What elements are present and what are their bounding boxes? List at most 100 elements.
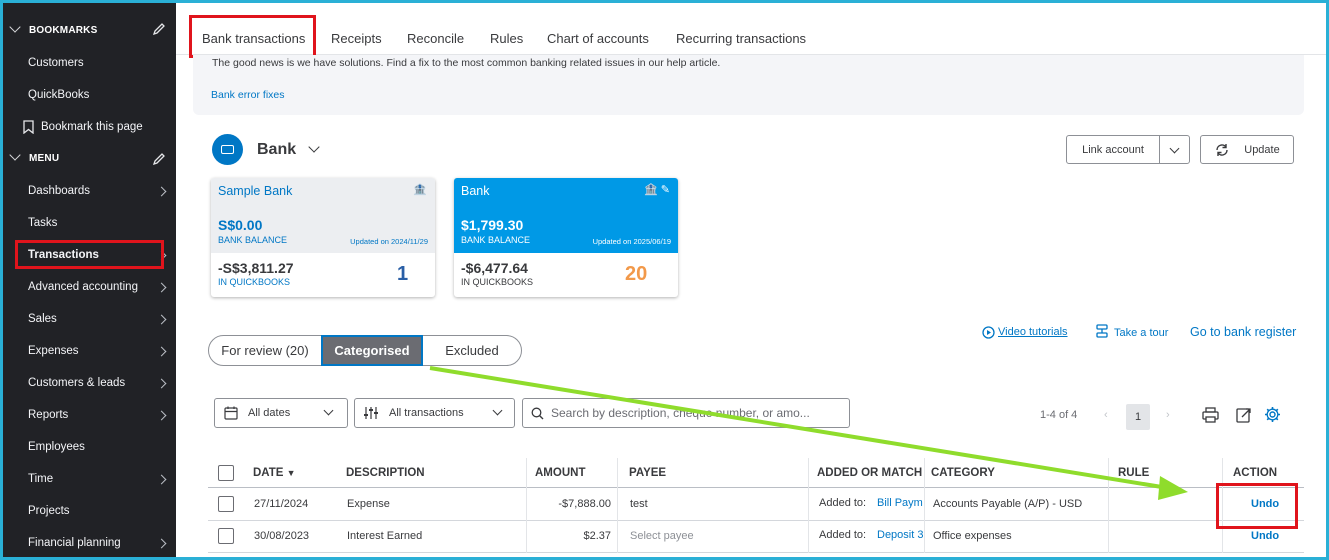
search-icon bbox=[531, 407, 544, 420]
print-icon[interactable] bbox=[1202, 407, 1219, 423]
sidebar-item-label: Expenses bbox=[28, 345, 79, 357]
column-header-category[interactable]: CATEGORY bbox=[931, 467, 995, 479]
link-account-dropdown[interactable] bbox=[1159, 135, 1190, 164]
link-account-label: Link account bbox=[1082, 143, 1144, 156]
tab-reconcile[interactable]: Reconcile bbox=[407, 31, 465, 46]
tab-categorised[interactable]: Categorised bbox=[321, 335, 423, 366]
gear-icon[interactable] bbox=[1264, 406, 1281, 423]
column-header-date[interactable]: DATE ▼ bbox=[253, 467, 296, 479]
select-all-checkbox[interactable] bbox=[218, 465, 234, 481]
sidebar-item-tasks[interactable]: Tasks bbox=[3, 208, 176, 238]
sidebar-item-quickbooks[interactable]: QuickBooks bbox=[3, 80, 176, 110]
bookmarks-header-label: BOOKMARKS bbox=[29, 24, 98, 36]
card-qb-value: -S$3,811.27 bbox=[218, 260, 294, 276]
update-button[interactable]: Update bbox=[1200, 135, 1294, 164]
sidebar-item-expenses[interactable]: Expenses bbox=[3, 336, 176, 366]
sidebar-item-bookmark-this-page[interactable]: Bookmark this page bbox=[3, 112, 176, 142]
row-checkbox[interactable] bbox=[218, 496, 234, 512]
cell-added-prefix: Added to: bbox=[819, 529, 867, 541]
refresh-icon bbox=[1216, 143, 1228, 156]
bookmark-icon bbox=[23, 120, 34, 134]
cell-added-link[interactable]: Bill Payment bbox=[877, 497, 923, 509]
column-header-payee[interactable]: PAYEE bbox=[629, 467, 667, 479]
undo-button[interactable]: Undo bbox=[1251, 498, 1280, 510]
account-card-bank[interactable]: Bank 🏦 ✎ $1,799.30 BANK BALANCE Updated … bbox=[454, 178, 678, 297]
column-header-amount[interactable]: AMOUNT bbox=[535, 467, 586, 479]
sidebar-item-transactions[interactable]: Transactions bbox=[3, 240, 176, 270]
sidebar-item-projects[interactable]: Projects bbox=[3, 496, 176, 526]
sidebar-item-label: Financial planning bbox=[28, 537, 121, 549]
tab-bank-transactions[interactable]: Bank transactions bbox=[202, 31, 306, 46]
banner-message: The good news is we have solutions. Find… bbox=[212, 57, 721, 69]
card-name: Bank bbox=[461, 184, 490, 198]
account-name: Bank bbox=[257, 140, 297, 158]
sidebar-item-advanced-accounting[interactable]: Advanced accounting bbox=[3, 272, 176, 302]
sidebar-item-label: Customers & leads bbox=[28, 377, 126, 389]
sidebar-item-label: Projects bbox=[28, 505, 70, 517]
take-a-tour-link[interactable]: Take a tour bbox=[1114, 327, 1169, 339]
status-segmented-control: For review (20) Categorised Excluded bbox=[208, 335, 522, 366]
sidebar-item-employees[interactable]: Employees bbox=[3, 432, 176, 462]
tab-for-review[interactable]: For review (20) bbox=[221, 343, 309, 358]
column-header-rule[interactable]: RULE bbox=[1118, 467, 1150, 479]
row-divider bbox=[208, 552, 1304, 553]
column-divider bbox=[808, 458, 809, 553]
cell-added-link[interactable]: Deposit 3 bbox=[877, 529, 923, 541]
export-icon[interactable] bbox=[1236, 407, 1252, 423]
column-divider bbox=[1108, 458, 1109, 553]
tab-chart-of-accounts[interactable]: Chart of accounts bbox=[547, 31, 649, 46]
sidebar-item-financial-planning[interactable]: Financial planning bbox=[3, 528, 176, 558]
tab-rules[interactable]: Rules bbox=[490, 31, 524, 46]
table-header-divider bbox=[208, 487, 1304, 488]
play-circle-icon bbox=[982, 326, 995, 339]
pencil-icon[interactable] bbox=[152, 22, 166, 36]
date-filter[interactable]: All dates bbox=[214, 398, 348, 428]
pencil-icon[interactable] bbox=[152, 152, 166, 166]
account-card-sample-bank[interactable]: Sample Bank 🏦 S$0.00 BANK BALANCE Update… bbox=[211, 178, 435, 297]
cell-category: Office expenses bbox=[933, 530, 1012, 542]
transaction-type-filter[interactable]: All transactions bbox=[354, 398, 515, 428]
highlight-box-transactions bbox=[15, 240, 164, 269]
sidebar-item-time[interactable]: Time bbox=[3, 464, 176, 494]
sidebar: BOOKMARKS Customers QuickBooks Bookmark … bbox=[3, 3, 176, 557]
tab-recurring-transactions[interactable]: Recurring transactions bbox=[676, 31, 807, 46]
column-header-added-or-match[interactable]: ADDED OR MATCH bbox=[817, 467, 923, 479]
sidebar-item-label: Time bbox=[28, 473, 54, 485]
column-header-description[interactable]: DESCRIPTION bbox=[346, 467, 425, 479]
tab-receipts[interactable]: Receipts bbox=[331, 31, 382, 46]
bank-building-icon: 🏦 bbox=[413, 184, 427, 196]
bank-card-icon bbox=[212, 134, 243, 165]
cell-amount: -$7,888.00 bbox=[558, 498, 611, 510]
menu-header[interactable]: MENU bbox=[3, 143, 176, 173]
bookmarks-header[interactable]: BOOKMARKS bbox=[3, 15, 176, 45]
current-page[interactable]: 1 bbox=[1126, 404, 1150, 430]
cell-payee-select[interactable]: Select payee bbox=[630, 530, 694, 542]
cell-date: 27/11/2024 bbox=[254, 498, 309, 510]
undo-button[interactable]: Undo bbox=[1251, 530, 1280, 542]
account-selector[interactable]: Bank bbox=[212, 134, 320, 165]
go-to-bank-register-link[interactable]: Go to bank register bbox=[1190, 325, 1297, 339]
sidebar-item-label: Tasks bbox=[28, 217, 58, 229]
cell-date: 30/08/2023 bbox=[254, 530, 310, 542]
sidebar-item-reports[interactable]: Reports bbox=[3, 400, 176, 430]
row-checkbox[interactable] bbox=[218, 528, 234, 544]
calendar-icon bbox=[224, 406, 238, 420]
card-review-count: 1 bbox=[397, 263, 409, 285]
prev-page-icon[interactable]: ‹ bbox=[1104, 409, 1108, 421]
sidebar-item-sales[interactable]: Sales bbox=[3, 304, 176, 334]
sidebar-item-customers[interactable]: Customers bbox=[3, 48, 176, 78]
next-page-icon[interactable]: › bbox=[1166, 409, 1170, 421]
sidebar-item-label: Dashboards bbox=[28, 185, 91, 197]
card-qb-value: -$6,477.64 bbox=[461, 260, 528, 276]
pagination-range: 1-4 of 4 bbox=[1040, 409, 1078, 421]
sidebar-item-dashboards[interactable]: Dashboards bbox=[3, 176, 176, 206]
video-tutorials-link[interactable]: Video tutorials bbox=[998, 326, 1068, 338]
update-label: Update bbox=[1244, 143, 1280, 156]
search-input[interactable]: Search by description, cheque number, or… bbox=[522, 398, 850, 428]
bank-error-fixes-link[interactable]: Bank error fixes bbox=[211, 89, 285, 101]
tab-excluded[interactable]: Excluded bbox=[445, 343, 499, 358]
card-updated: Updated on 2025/06/19 bbox=[592, 237, 671, 246]
sidebar-item-customers-leads[interactable]: Customers & leads bbox=[3, 368, 176, 398]
